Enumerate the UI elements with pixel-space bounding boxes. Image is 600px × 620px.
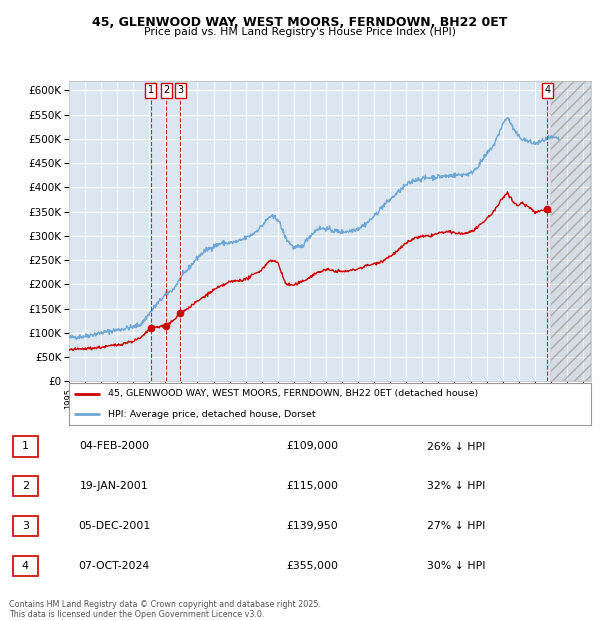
Text: Price paid vs. HM Land Registry's House Price Index (HPI): Price paid vs. HM Land Registry's House … — [144, 27, 456, 37]
FancyBboxPatch shape — [13, 436, 38, 456]
Text: 04-FEB-2000: 04-FEB-2000 — [79, 441, 149, 451]
Text: £109,000: £109,000 — [286, 441, 338, 451]
Text: £139,950: £139,950 — [286, 521, 338, 531]
Text: 3: 3 — [22, 521, 29, 531]
Text: 30% ↓ HPI: 30% ↓ HPI — [427, 561, 485, 571]
Text: 45, GLENWOOD WAY, WEST MOORS, FERNDOWN, BH22 0ET: 45, GLENWOOD WAY, WEST MOORS, FERNDOWN, … — [92, 16, 508, 29]
Text: £115,000: £115,000 — [286, 481, 338, 491]
FancyBboxPatch shape — [13, 516, 38, 536]
FancyBboxPatch shape — [13, 476, 38, 497]
Text: 3: 3 — [177, 86, 183, 95]
Text: 4: 4 — [544, 86, 550, 95]
Text: 45, GLENWOOD WAY, WEST MOORS, FERNDOWN, BH22 0ET (detached house): 45, GLENWOOD WAY, WEST MOORS, FERNDOWN, … — [108, 389, 478, 399]
Bar — [551, 81, 591, 381]
Text: 4: 4 — [22, 561, 29, 571]
Text: 27% ↓ HPI: 27% ↓ HPI — [427, 521, 485, 531]
Text: 26% ↓ HPI: 26% ↓ HPI — [427, 441, 485, 451]
Text: 19-JAN-2001: 19-JAN-2001 — [80, 481, 148, 491]
Text: Contains HM Land Registry data © Crown copyright and database right 2025.
This d: Contains HM Land Registry data © Crown c… — [9, 600, 321, 619]
Bar — [551, 81, 591, 381]
Text: 07-OCT-2024: 07-OCT-2024 — [79, 561, 149, 571]
Text: £355,000: £355,000 — [286, 561, 338, 571]
Text: HPI: Average price, detached house, Dorset: HPI: Average price, detached house, Dors… — [108, 410, 316, 418]
FancyBboxPatch shape — [13, 556, 38, 576]
Text: 32% ↓ HPI: 32% ↓ HPI — [427, 481, 485, 491]
Text: 1: 1 — [148, 86, 154, 95]
Text: 1: 1 — [22, 441, 29, 451]
Text: 2: 2 — [163, 86, 169, 95]
Text: 2: 2 — [22, 481, 29, 491]
Text: 05-DEC-2001: 05-DEC-2001 — [78, 521, 150, 531]
